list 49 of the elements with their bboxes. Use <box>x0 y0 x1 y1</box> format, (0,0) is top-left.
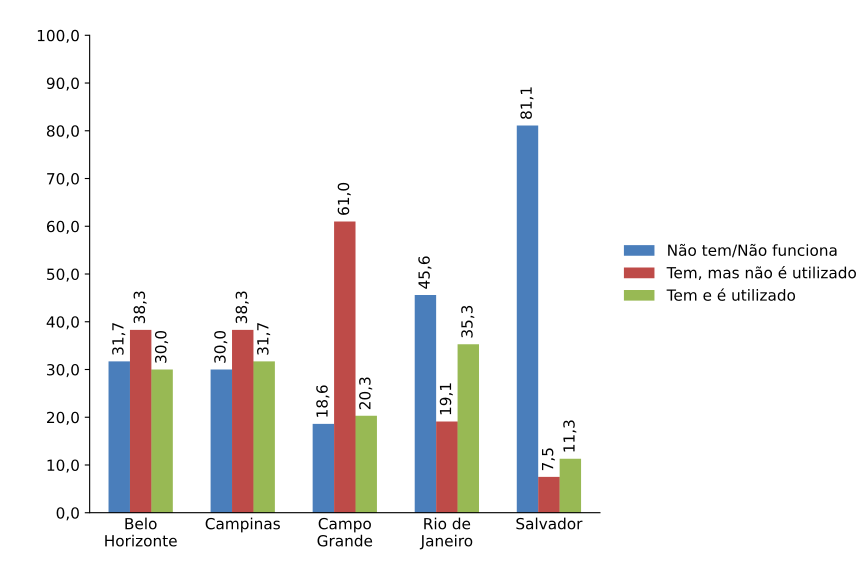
bar <box>210 370 232 513</box>
bar <box>151 370 173 513</box>
y-tick-label: 100,0 <box>38 30 79 43</box>
y-tick-label: 20,0 <box>47 412 79 425</box>
data-label: 81,1 <box>520 87 534 119</box>
bar <box>458 344 480 513</box>
data-label: 31,7 <box>112 323 126 355</box>
y-tick-label: 30,0 <box>47 364 79 378</box>
y-tick-label: 50,0 <box>47 268 79 282</box>
bar <box>253 361 275 513</box>
data-label: 30,0 <box>214 330 228 363</box>
data-label: 38,3 <box>236 292 249 324</box>
x-tick-label: Belo Horizonte <box>105 518 177 547</box>
y-tick-label: 0,0 <box>56 507 79 520</box>
data-label: 11,3 <box>563 420 576 452</box>
y-tick-label: 10,0 <box>48 459 79 473</box>
x-tick-label: Campo Grande <box>318 518 372 547</box>
bar <box>108 361 130 513</box>
y-tick-label: 80,0 <box>46 125 79 138</box>
legend-label: Não tem/Não funciona <box>668 244 836 258</box>
data-label: 45,6 <box>418 256 432 289</box>
x-tick-label: Salvador <box>516 518 582 530</box>
legend-label: Tem, mas não é utilizado <box>666 266 856 280</box>
data-label: 18,6 <box>316 385 330 417</box>
x-tick-label: Campinas <box>206 518 280 532</box>
bar <box>334 221 356 513</box>
bar <box>356 416 377 513</box>
bar <box>560 458 582 513</box>
data-label: 35,3 <box>461 306 474 338</box>
bar <box>538 476 560 513</box>
data-label: 20,3 <box>359 377 372 410</box>
bar <box>232 330 254 513</box>
bar <box>436 422 458 513</box>
data-label: 30,0 <box>154 330 168 363</box>
legend-label: Tem e é utilizado <box>666 288 796 301</box>
data-label: 38,3 <box>134 292 147 324</box>
data-label: 61,0 <box>338 182 351 215</box>
y-tick-label: 40,0 <box>46 316 79 330</box>
bar <box>516 126 538 513</box>
data-label: 19,1 <box>440 383 453 414</box>
x-tick-label: Rio de Janeiro <box>420 518 472 550</box>
bar <box>312 424 334 513</box>
data-label: 7,5 <box>542 448 555 470</box>
bar <box>414 295 436 513</box>
data-label: 31,7 <box>257 323 270 355</box>
y-tick-label: 90,0 <box>46 77 79 91</box>
y-tick-label: 60,0 <box>46 220 79 234</box>
y-tick-label: 70,0 <box>47 172 79 186</box>
bar <box>130 330 152 513</box>
